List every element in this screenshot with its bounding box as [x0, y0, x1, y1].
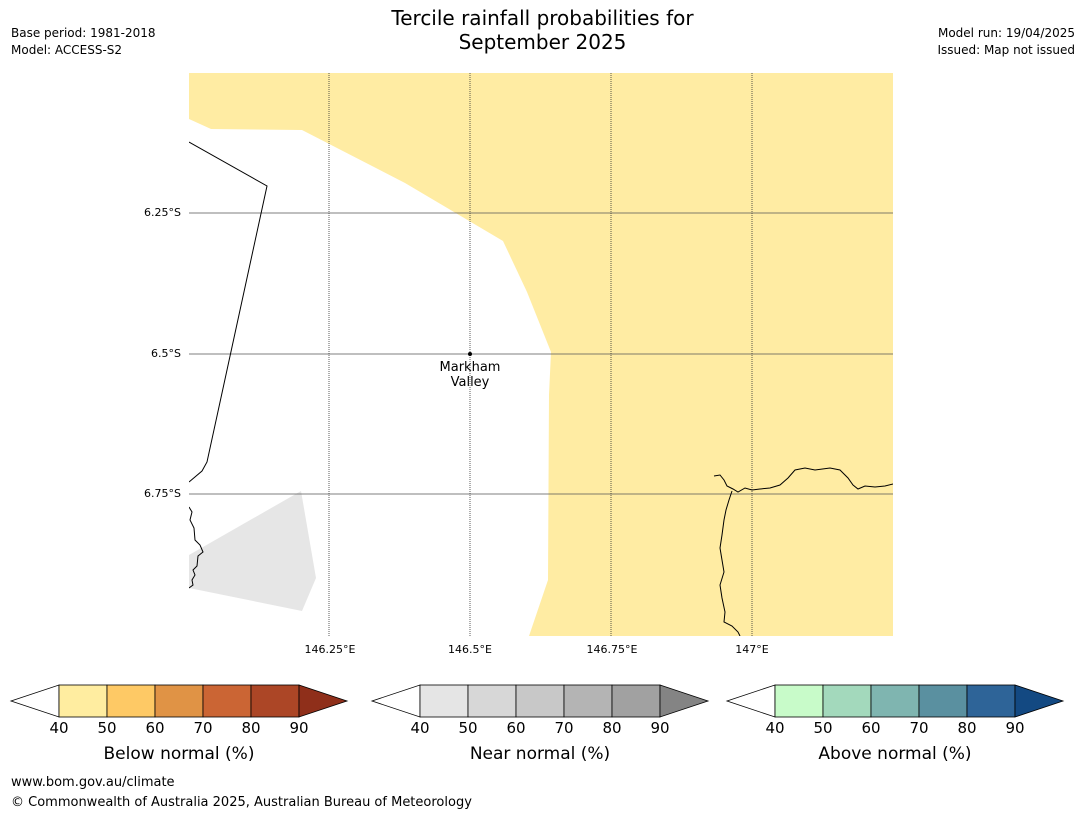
- model-run-label: Model run: 19/04/2025: [937, 26, 1075, 40]
- above-normal-colorbar-segment: [966, 684, 1016, 718]
- meta-left: Base period: 1981-2018 Model: ACCESS-S2: [11, 25, 156, 59]
- lat-label-6-5s: 6.5°S: [151, 347, 181, 360]
- below-normal-tick-label: 80: [241, 719, 261, 737]
- near-normal-colorbar-title: Near normal (%): [469, 744, 611, 764]
- footer-copyright: © Commonwealth of Australia 2025, Austra…: [11, 795, 472, 810]
- near-normal-tick-label: 60: [506, 719, 526, 737]
- place-label-line-1: Markham: [439, 360, 501, 375]
- title-line-1: Tercile rainfall probabilities for: [391, 6, 694, 30]
- above-normal-colorbar-left-arrow: [725, 684, 776, 718]
- near-normal-tick-label: 90: [650, 719, 670, 737]
- below-normal-tick-label: 60: [145, 719, 165, 737]
- below-normal-colorbar-segment: [202, 684, 252, 718]
- lat-label-6-75s: 6.75°S: [144, 487, 181, 500]
- map-title: Tercile rainfall probabilities for Septe…: [0, 6, 1085, 54]
- near-normal-tick-label: 50: [458, 719, 478, 737]
- above-normal-colorbar-title: Above normal (%): [818, 744, 972, 764]
- above-normal-tick-label: 70: [909, 719, 929, 737]
- lon-label-146-25e: 146.25°E: [304, 643, 356, 656]
- near-normal-colorbar-segment: [467, 684, 517, 718]
- below-normal-tick-label: 70: [193, 719, 213, 737]
- lon-label-147e: 147°E: [735, 643, 769, 656]
- above-normal-tick-label: 90: [1005, 719, 1025, 737]
- below-normal-tick-label: 90: [289, 719, 309, 737]
- above-normal-tick-label: 40: [765, 719, 785, 737]
- below-normal-tick-label: 50: [97, 719, 117, 737]
- above-normal-tick-label: 60: [861, 719, 881, 737]
- province-boundary: [189, 141, 268, 483]
- above-normal-colorbar-segment: [822, 684, 872, 718]
- coastline-east: [713, 467, 893, 493]
- near-normal-tick-label: 80: [602, 719, 622, 737]
- above-normal-tick-label: 80: [957, 719, 977, 737]
- issued-label: Issued: Map not issued: [937, 43, 1075, 57]
- near-normal-colorbar-segment: [515, 684, 565, 718]
- above-normal-colorbar-segment: [774, 684, 824, 718]
- below-normal-region: [189, 73, 893, 636]
- place-label-markham-valley: Markham Valley: [420, 360, 520, 390]
- below-normal-colorbar-segment: [154, 684, 204, 718]
- lon-label-146-75e: 146.75°E: [586, 643, 638, 656]
- above-normal-tick-label: 50: [813, 719, 833, 737]
- above-normal-colorbar-segment: [870, 684, 920, 718]
- near-normal-region: [189, 491, 316, 611]
- model-label: Model: ACCESS-S2: [11, 43, 123, 57]
- below-normal-colorbar-right-arrow: [298, 684, 349, 718]
- below-normal-colorbar-title: Below normal (%): [103, 744, 255, 764]
- near-normal-colorbar-segment: [563, 684, 613, 718]
- base-period-label: Base period: 1981-2018: [11, 26, 156, 40]
- coastline-west: [189, 506, 204, 589]
- near-normal-tick-label: 70: [554, 719, 574, 737]
- below-normal-colorbar-segment: [106, 684, 156, 718]
- near-normal-colorbar-segment: [611, 684, 661, 718]
- above-normal-colorbar-segment: [918, 684, 968, 718]
- river: [719, 490, 741, 636]
- gridlines: [189, 212, 893, 495]
- lon-label-146-5e: 146.5°E: [448, 643, 492, 656]
- near-normal-tick-label: 40: [410, 719, 430, 737]
- lat-label-6-25s: 6.25°S: [144, 206, 181, 219]
- markham-valley-marker: [468, 352, 472, 356]
- meta-right: Model run: 19/04/2025 Issued: Map not is…: [937, 25, 1075, 59]
- above-normal-colorbar-right-arrow: [1014, 684, 1065, 718]
- place-label-line-2: Valley: [450, 375, 490, 390]
- below-normal-tick-label: 40: [49, 719, 69, 737]
- near-normal-colorbar-right-arrow: [659, 684, 710, 718]
- title-line-2: September 2025: [458, 30, 627, 54]
- footer-url: www.bom.gov.au/climate: [11, 775, 175, 790]
